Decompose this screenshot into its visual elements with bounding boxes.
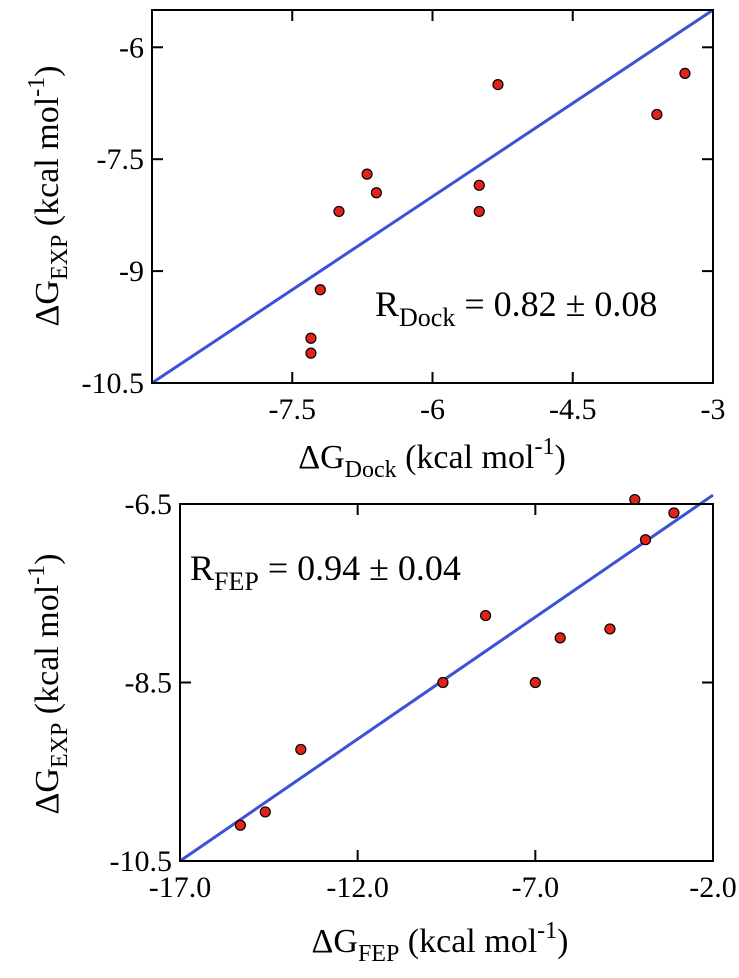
dock-data-point	[473, 205, 485, 218]
dock-y-tick-label: -7.5	[97, 143, 145, 176]
fep-y-tick-label: -8.5	[125, 667, 173, 700]
dock-correlation-annotation: RDock = 0.82 ± 0.08	[375, 284, 657, 332]
dock-x-axis-title: ΔGDock (kcal mol-1)	[298, 434, 566, 483]
dock-y-tick-label: -9	[119, 255, 144, 288]
dock-data-point	[679, 67, 691, 80]
fep-fit-line	[179, 493, 714, 863]
fep-data-point	[437, 676, 449, 689]
fep-data-point	[259, 806, 271, 818]
fep-y-axis-title: ΔGEXP (kcal mol-1)	[24, 554, 73, 815]
dock-data-point	[314, 284, 326, 296]
dock-x-tick-label: -4.5	[549, 393, 597, 426]
fep-data-point	[479, 609, 492, 622]
fep-data-point	[529, 676, 541, 689]
dock-data-point	[651, 108, 663, 121]
fep-data-point	[554, 632, 566, 644]
fep-data-point	[295, 743, 307, 756]
dock-data-point	[473, 179, 485, 191]
fep-x-tick-label: -2.0	[689, 871, 737, 904]
fep-x-tick-label: -7.0	[512, 871, 560, 904]
fep-data-point	[668, 507, 680, 519]
dock-x-tick-label: -3	[701, 393, 726, 426]
dock-data-point	[492, 78, 504, 91]
fep-x-tick-label: -12.0	[326, 871, 389, 904]
dock-data-point	[361, 168, 373, 180]
fep-data-point	[604, 623, 616, 635]
fep-correlation-annotation: RFEP = 0.94 ± 0.04	[190, 548, 461, 596]
dock-x-tick-label: -6	[420, 393, 445, 426]
dock-y-axis-title: ΔGEXP (kcal mol-1)	[24, 66, 73, 327]
fep-x-tick-label: -17.0	[149, 871, 212, 904]
fep-y-tick-label: -10.5	[110, 845, 173, 878]
dock-y-tick-label: -10.5	[82, 367, 145, 400]
dock-data-point	[333, 205, 345, 218]
dock-x-tick-label: -7.5	[269, 393, 317, 426]
fep-plot-frame	[179, 503, 714, 862]
dock-y-tick-label: -6	[119, 31, 144, 64]
fep-y-tick-label: -6.5	[125, 488, 173, 521]
dock-data-point	[305, 332, 317, 344]
dock-data-point	[305, 347, 317, 359]
dock-panel: -7.5 -6 -4.5 -3 -10.5 -9 -7.5 -6 RDock = 0.82 ±…	[24, 8, 726, 483]
fep-x-axis-title: ΔGFEP (kcal mol-1)	[312, 918, 569, 967]
fep-data-point	[639, 534, 652, 546]
fep-data-point	[234, 819, 247, 831]
dock-fit-line	[151, 8, 714, 385]
dock-data-point	[370, 187, 382, 199]
fep-panel: -17.0 -12.0 -7.0 -2.0 -10.5 -8.5 -6.5 RFEP = 0…	[24, 488, 737, 967]
dock-plot-frame	[151, 9, 714, 384]
